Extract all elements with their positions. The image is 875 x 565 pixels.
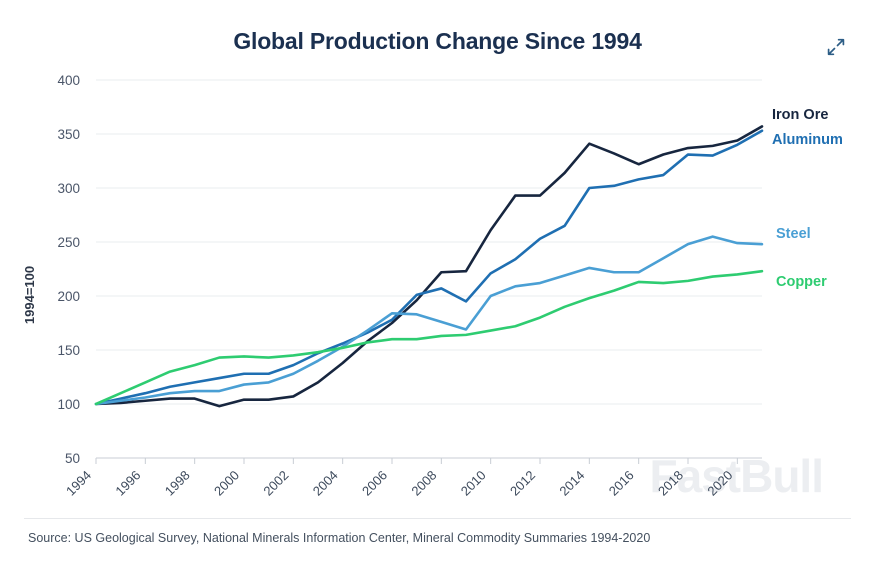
x-axis-tick-label: 2000: [211, 468, 242, 499]
footer-divider: [24, 518, 851, 519]
series-label-aluminum: Aluminum: [772, 131, 843, 148]
x-axis-tick-label: 2004: [310, 468, 341, 499]
series-label-copper: Copper: [776, 274, 827, 291]
y-axis-tick-label: 300: [57, 181, 80, 196]
series-label-steel: Steel: [776, 226, 811, 243]
series-line-copper: [96, 271, 762, 404]
y-axis-tick-label: 100: [57, 397, 80, 412]
source-note: Source: US Geological Survey, National M…: [28, 531, 651, 545]
y-axis-tick-label: 150: [57, 343, 80, 358]
watermark: FastBull: [649, 450, 824, 502]
x-axis-tick-label: 2018: [655, 468, 686, 499]
y-axis-tick-label: 250: [57, 235, 80, 250]
y-axis-title: 1994=100: [22, 266, 37, 324]
x-axis-tick-label: 1996: [112, 468, 143, 499]
x-axis-tick-label: 2002: [260, 468, 291, 499]
series-line-steel: [96, 237, 762, 404]
series-label-iron-ore: Iron Ore: [772, 107, 829, 124]
x-axis-tick-label: 2006: [359, 468, 390, 499]
x-axis-tick-label: 2010: [458, 468, 489, 499]
series-line-aluminum: [96, 131, 762, 404]
x-axis-tick-label: 2012: [507, 468, 538, 499]
x-axis-tick-label: 1998: [162, 468, 193, 499]
page-title: Global Production Change Since 1994: [233, 28, 642, 54]
x-axis-tick-label: 1994: [63, 468, 94, 499]
x-axis-tick-label: 2008: [408, 468, 439, 499]
y-axis-tick-label: 200: [57, 289, 80, 304]
series-line-iron-ore: [96, 126, 762, 406]
y-axis-tick-label: 400: [57, 73, 80, 88]
x-axis-tick-label: 2014: [556, 468, 587, 499]
x-axis-tick-label: 2016: [606, 468, 637, 499]
x-axis-tick-label: 2020: [704, 468, 735, 499]
expand-arrows-icon[interactable]: [819, 30, 853, 64]
y-axis-tick-label: 350: [57, 127, 80, 142]
y-axis-tick-label: 50: [65, 451, 80, 466]
